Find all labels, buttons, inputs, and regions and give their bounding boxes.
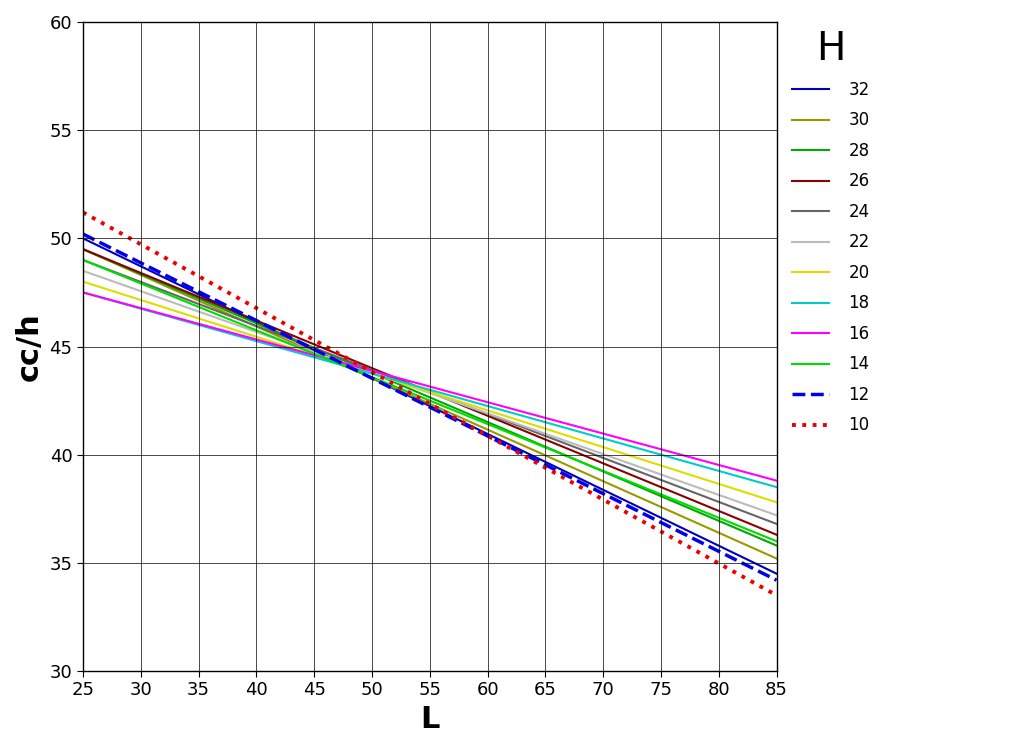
Legend: 32, 30, 28, 26, 24, 22, 20, 18, 16, 14, 12, 10: 32, 30, 28, 26, 24, 22, 20, 18, 16, 14, … bbox=[792, 30, 869, 434]
Y-axis label: cc/h: cc/h bbox=[15, 312, 44, 381]
X-axis label: L: L bbox=[420, 705, 439, 734]
